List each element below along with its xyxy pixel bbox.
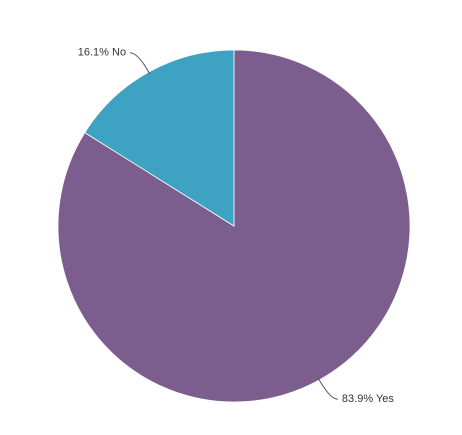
slice-label: 83.9% Yes <box>342 393 394 405</box>
slice-label: 16.1% No <box>78 47 126 59</box>
leader-line <box>130 52 151 75</box>
leader-line <box>317 377 338 400</box>
